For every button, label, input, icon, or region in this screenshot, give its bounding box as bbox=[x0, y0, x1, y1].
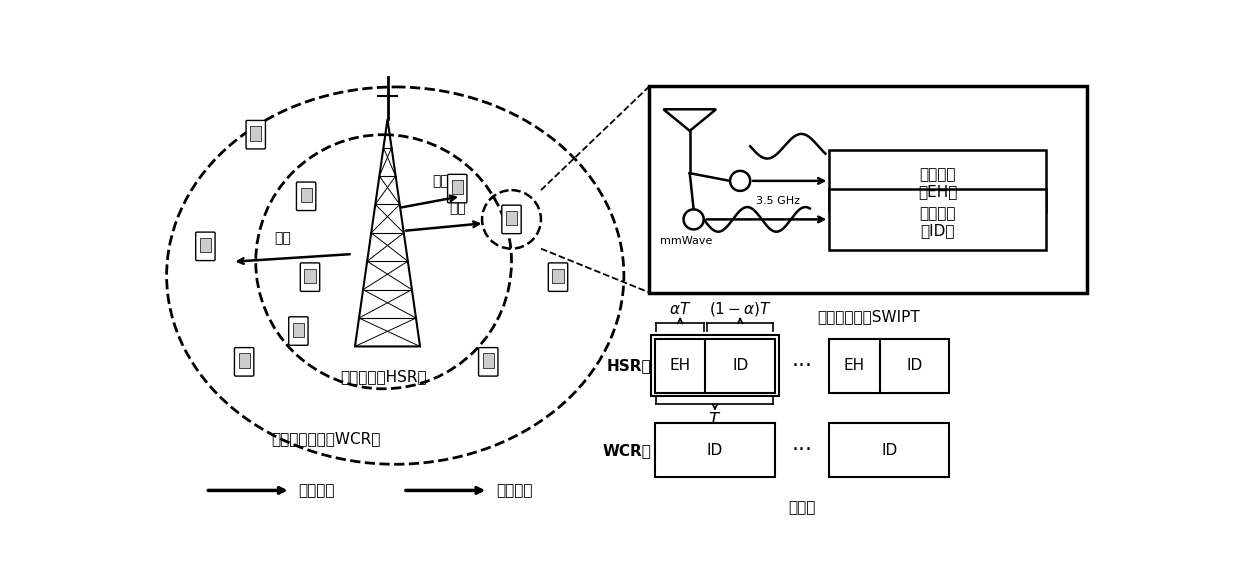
FancyBboxPatch shape bbox=[250, 126, 262, 141]
Text: HSR：: HSR： bbox=[606, 358, 651, 373]
Text: 低频: 低频 bbox=[274, 231, 291, 245]
Text: 能量收集: 能量收集 bbox=[920, 167, 956, 182]
Text: WCR：: WCR： bbox=[603, 443, 651, 458]
Text: （ID）: （ID） bbox=[920, 223, 955, 238]
Text: $T$: $T$ bbox=[708, 411, 722, 429]
Text: $\alpha T$: $\alpha T$ bbox=[668, 301, 691, 317]
FancyBboxPatch shape bbox=[482, 353, 494, 368]
FancyBboxPatch shape bbox=[200, 238, 211, 252]
FancyBboxPatch shape bbox=[246, 121, 265, 149]
Text: mmWave: mmWave bbox=[660, 237, 712, 246]
Ellipse shape bbox=[255, 134, 511, 389]
Text: $(1-\alpha)T$: $(1-\alpha)T$ bbox=[709, 301, 771, 319]
FancyBboxPatch shape bbox=[651, 335, 779, 396]
FancyBboxPatch shape bbox=[448, 174, 467, 203]
FancyBboxPatch shape bbox=[502, 205, 521, 234]
FancyBboxPatch shape bbox=[451, 180, 463, 194]
Text: ID: ID bbox=[882, 443, 898, 458]
Text: EH: EH bbox=[844, 358, 866, 373]
FancyBboxPatch shape bbox=[234, 347, 254, 376]
FancyBboxPatch shape bbox=[553, 269, 563, 283]
Text: 低频: 低频 bbox=[432, 175, 449, 189]
FancyBboxPatch shape bbox=[830, 150, 1047, 212]
FancyBboxPatch shape bbox=[305, 269, 315, 283]
Text: 时间切换模式SWIPT: 时间切换模式SWIPT bbox=[817, 309, 920, 324]
Text: 帧结构: 帧结构 bbox=[789, 500, 816, 515]
Text: EH: EH bbox=[670, 358, 691, 373]
Circle shape bbox=[730, 171, 750, 191]
Text: ···: ··· bbox=[791, 440, 812, 460]
FancyBboxPatch shape bbox=[479, 347, 498, 376]
Text: 3.5 GHz: 3.5 GHz bbox=[755, 196, 800, 207]
Text: 信息译码: 信息译码 bbox=[920, 206, 956, 221]
Text: ID: ID bbox=[732, 358, 748, 373]
FancyBboxPatch shape bbox=[196, 232, 215, 261]
Text: ···: ··· bbox=[791, 355, 812, 376]
FancyBboxPatch shape bbox=[300, 263, 320, 291]
FancyBboxPatch shape bbox=[830, 189, 1047, 250]
Text: 高频: 高频 bbox=[449, 201, 466, 216]
FancyBboxPatch shape bbox=[506, 211, 517, 225]
Ellipse shape bbox=[166, 87, 624, 464]
Text: 热点区域（HSR）: 热点区域（HSR） bbox=[340, 369, 427, 384]
FancyBboxPatch shape bbox=[293, 323, 304, 337]
FancyBboxPatch shape bbox=[655, 339, 775, 392]
FancyBboxPatch shape bbox=[300, 188, 311, 202]
Text: 广域覆盖区域（WCR）: 广域覆盖区域（WCR） bbox=[270, 431, 381, 446]
Text: （EH）: （EH） bbox=[918, 184, 957, 199]
FancyBboxPatch shape bbox=[296, 182, 316, 211]
Circle shape bbox=[683, 209, 704, 230]
Text: 能量传输: 能量传输 bbox=[496, 483, 532, 498]
FancyBboxPatch shape bbox=[830, 424, 950, 477]
Text: 信息传递: 信息传递 bbox=[299, 483, 335, 498]
Text: ID: ID bbox=[906, 358, 923, 373]
Text: ID: ID bbox=[707, 443, 723, 458]
FancyBboxPatch shape bbox=[548, 263, 568, 291]
FancyBboxPatch shape bbox=[655, 424, 775, 477]
FancyBboxPatch shape bbox=[830, 339, 950, 392]
FancyBboxPatch shape bbox=[289, 317, 308, 345]
FancyBboxPatch shape bbox=[650, 86, 1087, 293]
FancyBboxPatch shape bbox=[238, 353, 249, 368]
